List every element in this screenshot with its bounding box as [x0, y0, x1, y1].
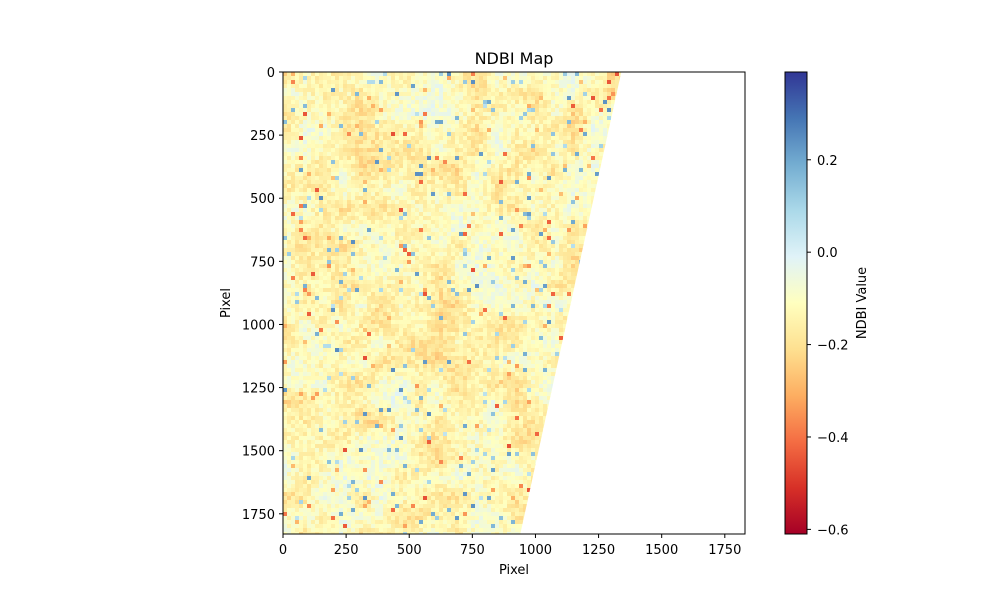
colorbar-label: NDBI Value — [855, 267, 870, 339]
colorbar-tick-label: −0.2 — [817, 339, 849, 354]
x-tick-label: 750 — [460, 543, 485, 558]
x-tick-label: 1000 — [519, 543, 552, 558]
colorbar-tick-label: −0.6 — [817, 523, 849, 538]
y-tick-label: 1250 — [242, 382, 275, 397]
x-tick-label: 250 — [334, 543, 359, 558]
y-tick-label: 500 — [250, 192, 275, 207]
y-tick-label: 1750 — [242, 508, 275, 523]
colorbar-tick-label: 0.2 — [817, 154, 838, 169]
chart-title: NDBI Map — [475, 49, 554, 68]
x-tick-label: 1250 — [582, 543, 615, 558]
y-axis-label: Pixel — [219, 288, 234, 318]
x-axis-label: Pixel — [499, 563, 529, 578]
y-tick-label: 0 — [267, 66, 275, 81]
colorbar-tick-label: 0.0 — [817, 246, 838, 261]
x-tick-label: 1750 — [708, 543, 741, 558]
y-tick-label: 250 — [250, 129, 275, 144]
colorbar — [785, 72, 807, 534]
x-axis-ticks: 0 250 500 750 1000 1250 1500 1750 — [279, 534, 741, 558]
y-axis-ticks: 0 250 500 750 1000 1250 1500 1750 — [242, 66, 283, 523]
y-tick-label: 1500 — [242, 445, 275, 460]
y-tick-label: 750 — [250, 255, 275, 270]
colorbar-ticks: 0.2 0.0 −0.2 −0.4 −0.6 — [807, 154, 849, 539]
y-tick-label: 1000 — [242, 318, 275, 333]
heatmap-image — [283, 72, 627, 536]
x-tick-label: 500 — [397, 543, 422, 558]
colorbar-tick-label: −0.4 — [817, 431, 849, 446]
x-tick-label: 1500 — [645, 543, 678, 558]
x-tick-label: 0 — [279, 543, 287, 558]
